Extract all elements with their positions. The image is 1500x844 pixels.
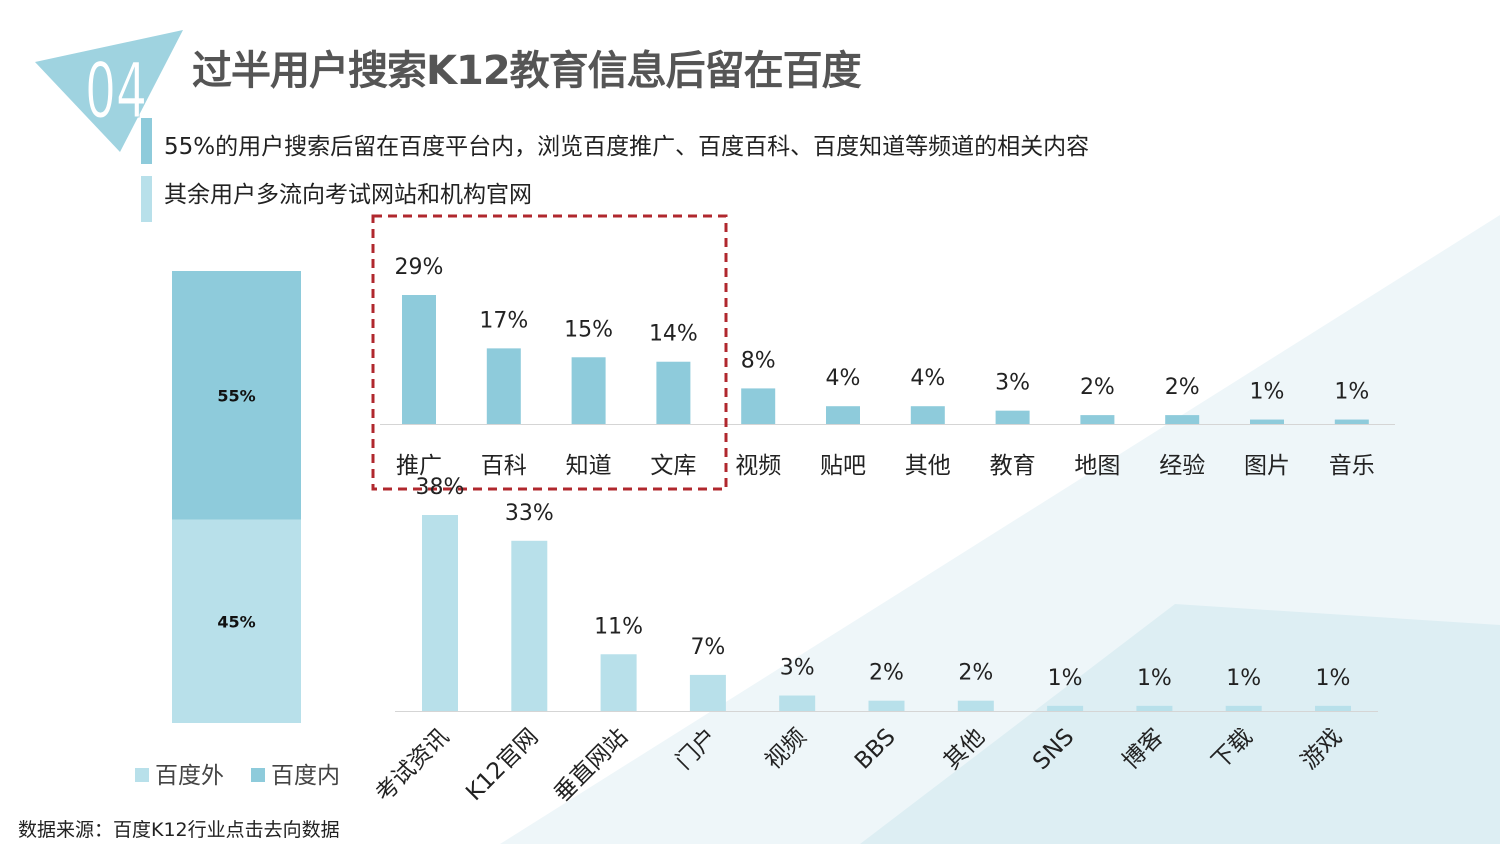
outside-bar	[957, 700, 994, 711]
bg-mid-triangle	[860, 604, 1500, 844]
outside-category-label: 博客	[1118, 724, 1169, 775]
outside-bar	[689, 674, 726, 711]
outside-value-label: 33%	[505, 501, 554, 526]
inside-category-label: 知道	[566, 453, 612, 479]
outside-bar	[868, 700, 905, 711]
bullet-text-1: 55%的用户搜索后留在百度平台内，浏览百度推广、百度百科、百度知道等频道的相关内…	[164, 134, 1090, 160]
inside-category-label: 地图	[1074, 453, 1120, 479]
outside-bar	[600, 654, 637, 711]
outside-value-label: 7%	[690, 635, 725, 660]
outside-bar	[1225, 705, 1262, 711]
inside-bar	[910, 406, 945, 424]
inside-bar	[741, 388, 776, 424]
inside-category-label: 文库	[650, 453, 696, 479]
outside-category-label: 考试资讯	[371, 724, 454, 807]
data-source-note: 数据来源：百度K12行业点击去向数据	[18, 819, 340, 841]
highlight-box	[371, 214, 728, 491]
inside-bar	[1080, 415, 1115, 424]
outside-category-label: 游戏	[1296, 724, 1347, 775]
page-title: 过半用户搜索K12教育信息后留在百度	[192, 48, 862, 94]
outside-value-label: 38%	[416, 475, 465, 500]
inside-bar	[402, 295, 436, 424]
inside-value-label: 3%	[995, 371, 1030, 396]
outside-value-label: 1%	[1137, 666, 1172, 691]
legend-swatch-inside	[251, 768, 265, 782]
stacked-segment-outside	[172, 519, 301, 723]
outside-bar	[1315, 705, 1351, 711]
inside-value-label: 14%	[649, 322, 698, 347]
outside-category-label: SNS	[1028, 724, 1079, 775]
outside-bar	[422, 515, 458, 711]
inside-value-label: 2%	[1165, 375, 1200, 400]
outside-bar	[1136, 705, 1173, 711]
inside-value-label: 4%	[826, 366, 861, 391]
stacked-label-outside: 45%	[217, 612, 255, 631]
bullet-marker-1	[141, 118, 152, 164]
slide-number-triangle	[35, 30, 183, 152]
inside-value-label: 8%	[741, 348, 776, 373]
outside-category-label: K12官网	[461, 724, 543, 806]
inside-value-label: 1%	[1334, 380, 1369, 405]
outside-bar	[511, 540, 548, 711]
inside-value-label: 4%	[910, 366, 945, 391]
outside-value-label: 2%	[958, 661, 993, 686]
outside-value-label: 1%	[1316, 666, 1351, 691]
outside-category-label: 其他	[939, 724, 990, 775]
inside-bar	[826, 406, 860, 424]
outside-category-label: 垂直网站	[549, 724, 632, 807]
outside-bar	[779, 695, 816, 711]
stacked-label-inside: 55%	[217, 386, 255, 405]
inside-value-label: 15%	[564, 317, 613, 342]
inside-value-label: 1%	[1250, 380, 1285, 405]
inside-category-label: 视频	[735, 453, 781, 479]
outside-category-label: 视频	[761, 724, 812, 775]
stacked-segment-inside	[172, 271, 301, 520]
inside-bar	[1334, 419, 1369, 424]
bullet-marker-2	[141, 176, 152, 222]
inside-category-label: 百科	[481, 453, 527, 479]
inside-category-label: 其他	[905, 453, 951, 479]
inside-category-label: 经验	[1159, 453, 1205, 479]
legend-swatch-outside	[135, 768, 149, 782]
outside-category-label: 门户	[671, 724, 722, 775]
inside-bar	[656, 361, 691, 424]
inside-bar	[995, 410, 1030, 424]
inside-bar	[571, 357, 606, 424]
legend-item-outside: 百度外	[135, 756, 224, 790]
inside-bar	[1165, 415, 1200, 424]
inside-value-label: 2%	[1080, 375, 1115, 400]
inside-category-label: 贴吧	[820, 453, 866, 479]
inside-category-label: 推广	[396, 453, 442, 479]
inside-value-label: 17%	[479, 308, 528, 333]
slide-number: 04	[85, 46, 147, 135]
inside-bar	[1250, 419, 1284, 424]
bullet-text-2: 其余用户多流向考试网站和机构官网	[164, 182, 532, 208]
outside-value-label: 3%	[780, 656, 815, 681]
outside-value-label: 2%	[869, 661, 904, 686]
outside-value-label: 11%	[594, 614, 643, 639]
legend-item-inside: 百度内	[251, 756, 340, 790]
inside-category-label: 教育	[990, 453, 1036, 479]
outside-category-label: 下载	[1207, 724, 1258, 775]
inside-bar	[486, 348, 521, 424]
legend-label-inside: 百度内	[271, 763, 340, 789]
outside-value-label: 1%	[1226, 666, 1261, 691]
inside-value-label: 29%	[395, 255, 444, 280]
inside-category-label: 图片	[1244, 453, 1290, 479]
outside-value-label: 1%	[1048, 666, 1083, 691]
outside-category-label: BBS	[850, 724, 901, 775]
legend-label-outside: 百度外	[155, 763, 224, 789]
inside-category-label: 音乐	[1329, 453, 1375, 479]
outside-bar	[1047, 705, 1084, 711]
